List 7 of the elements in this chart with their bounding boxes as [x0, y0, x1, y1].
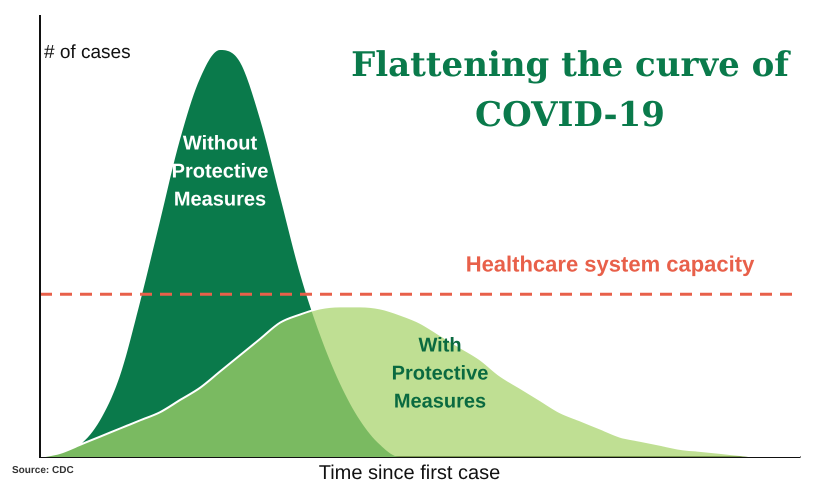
x-axis-title: Time since first case — [318, 462, 500, 484]
text: Flattening the curve of COVID-19 — [350, 44, 790, 137]
series-label: Without Protective Measures — [172, 132, 268, 211]
ref-line-label: Healthcare system capacity — [466, 251, 756, 276]
source-note: Source: CDC — [12, 465, 74, 476]
series-label: With Protective Measures — [392, 334, 488, 413]
y-axis-title: # of cases — [44, 42, 131, 64]
